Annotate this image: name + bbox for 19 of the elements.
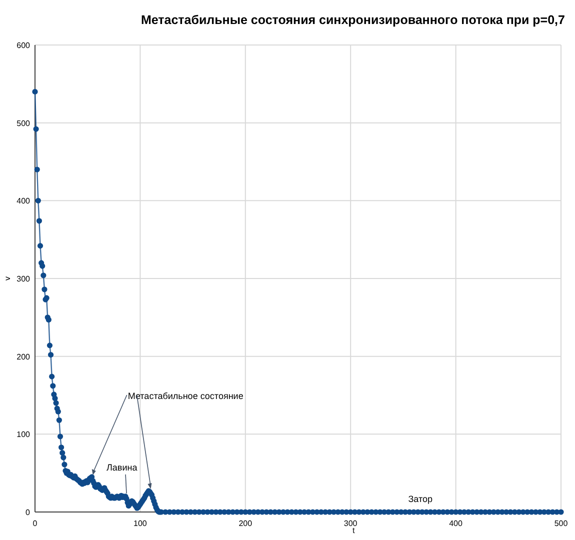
y-tick-label: 300 [16,274,31,284]
y-tick-label: 400 [16,196,31,206]
x-tick-label: 200 [238,519,253,528]
chart-title: Метастабильные состояния синхронизированного потока при p=0,7 [140,13,566,27]
x-tick-label: 500 [554,519,568,528]
x-axis-title: t [352,526,356,535]
y-tick-label: 200 [16,352,31,362]
annotation: Лавина [106,462,138,472]
y-tick-label: 600 [16,41,31,50]
x-tick-label: 300 [344,519,358,528]
annotation: Затор [408,494,433,504]
annotation: Метастабильное состояние [128,390,244,401]
y-tick-label: 0 [26,508,31,517]
y-tick-label: 100 [16,430,31,440]
x-tick-label: 400 [449,519,464,528]
y-axis-title: v [3,276,12,280]
x-tick-label: 0 [32,519,38,528]
y-tick-label: 500 [16,118,31,128]
x-tick-label: 100 [134,519,148,528]
